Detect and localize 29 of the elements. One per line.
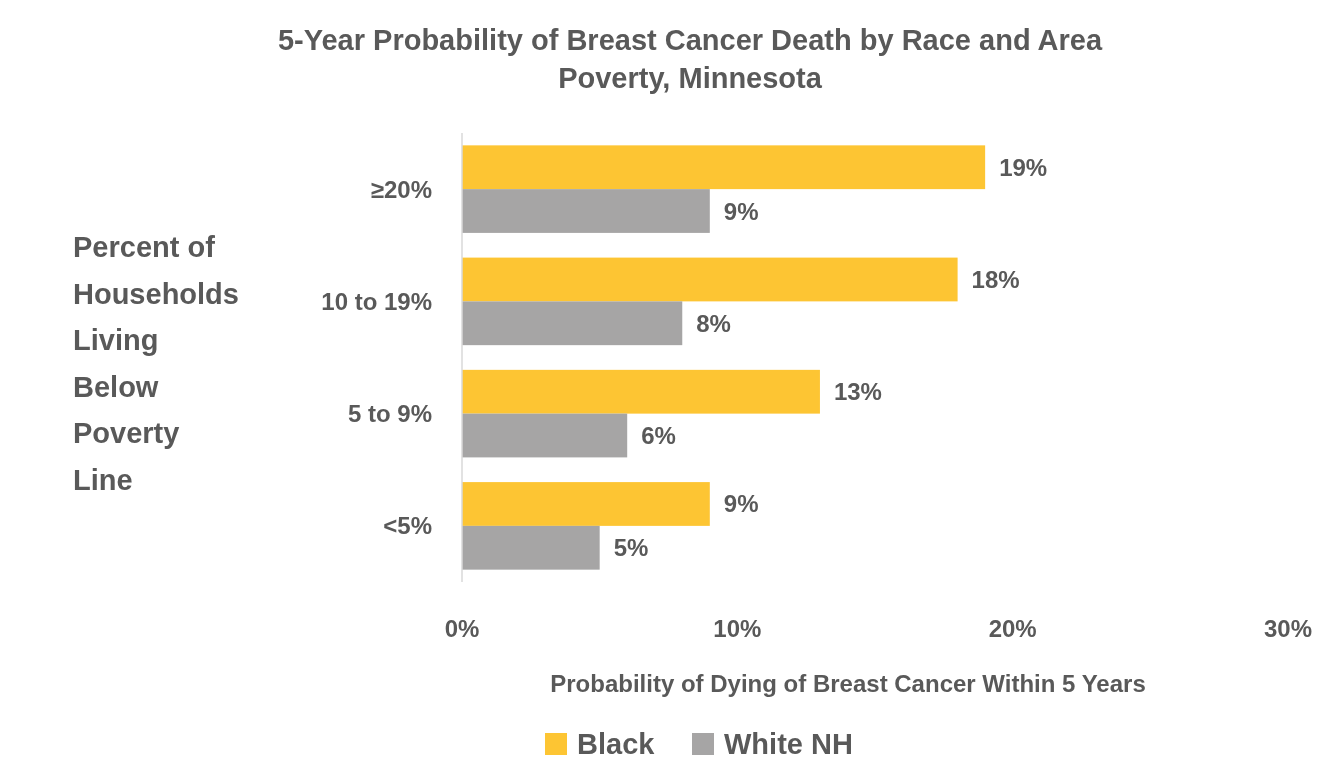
bar <box>462 525 600 570</box>
y-tick-label: <5% <box>383 512 432 540</box>
legend-label: Black <box>577 728 656 760</box>
data-label: 9% <box>723 197 759 225</box>
bar <box>462 145 986 190</box>
data-label: 9% <box>723 490 759 518</box>
y-tick-label: 5 to 9% <box>347 400 432 428</box>
x-tick-label: 20% <box>988 615 1037 642</box>
x-axis-title: Probability of Dying of Breast Cancer Within 5 Years <box>550 670 1146 697</box>
legend-label: White NH <box>724 728 853 760</box>
bar <box>462 301 683 346</box>
y-axis-title: Percent of Households Living Below Poverty Line <box>73 231 239 496</box>
bar <box>462 257 958 302</box>
bar <box>462 369 820 414</box>
data-label: 13% <box>833 378 882 406</box>
bar <box>462 482 710 526</box>
y-tick-label: ≥20% <box>370 175 432 203</box>
x-tick-label: 0% <box>444 615 480 642</box>
chart-title: 5-Year Probability of Breast Cancer Death by Race and Area Poverty, Minnesota <box>277 24 1103 94</box>
x-tick-label: 30% <box>1263 615 1313 642</box>
bar <box>462 189 710 233</box>
data-label: 18% <box>971 265 1020 293</box>
data-label: 8% <box>696 309 731 337</box>
x-tick-label: 10% <box>713 615 762 642</box>
y-tick-label: 10 to 19% <box>321 287 432 315</box>
bar <box>462 413 628 458</box>
data-label: 6% <box>641 422 676 450</box>
data-label: 19% <box>999 153 1048 181</box>
data-label: 5% <box>613 534 649 562</box>
